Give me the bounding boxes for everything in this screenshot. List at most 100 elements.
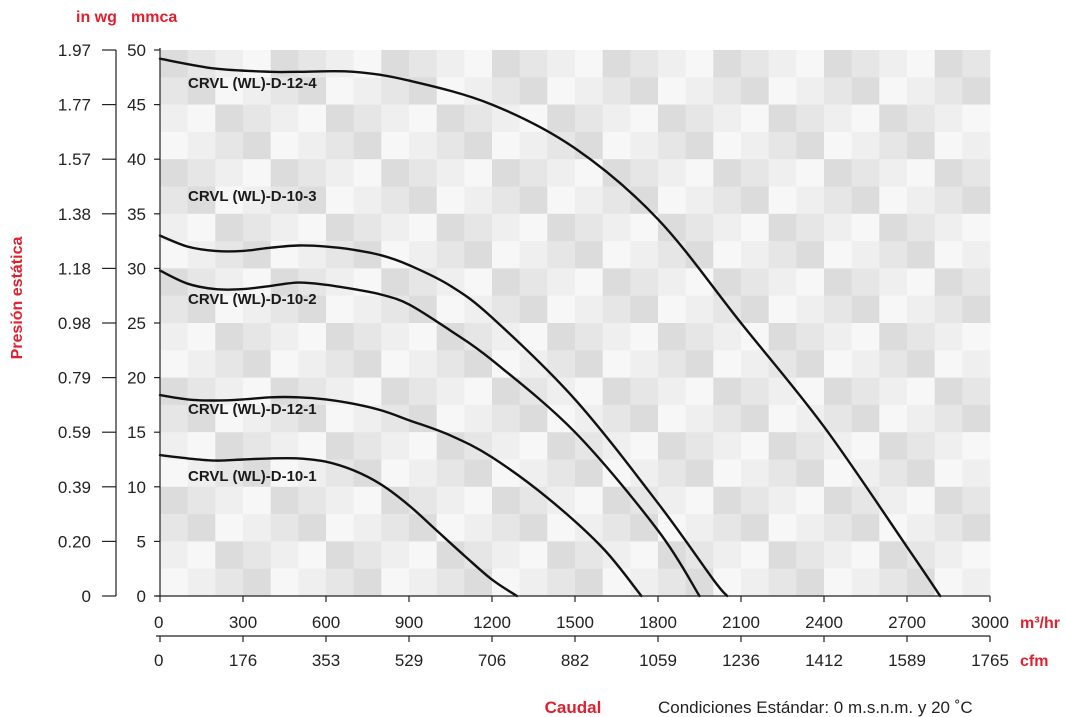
grid-cell (602, 50, 631, 78)
grid-cell (851, 77, 880, 105)
grid-cell (326, 295, 354, 324)
y-tick-label-mmca: 20 (127, 369, 146, 388)
grid-cell (658, 213, 686, 242)
grid-cell (298, 432, 327, 460)
y-tick-label-inwg: 1.77 (58, 96, 91, 115)
grid-cell (685, 159, 714, 187)
grid-cell (824, 77, 852, 105)
grid-cell (602, 77, 631, 105)
grid-cell (879, 568, 908, 597)
grid-cell (409, 568, 437, 597)
grid-cell (713, 459, 742, 488)
grid-cell (160, 377, 188, 406)
grid-cell (934, 323, 963, 351)
grid-cell (409, 432, 437, 460)
grid-cell (685, 404, 714, 433)
grid-cell (215, 514, 244, 542)
grid-cell (353, 432, 382, 460)
grid-cell (713, 131, 742, 160)
grid-cell (492, 213, 520, 242)
grid-cell (492, 541, 520, 569)
grid-cell (658, 377, 686, 406)
grid-cell (326, 459, 354, 488)
grid-cell (630, 404, 659, 433)
y-tick-label-inwg: 1.38 (58, 205, 91, 224)
grid-cell (879, 323, 908, 351)
grid-cell (796, 459, 825, 488)
grid-cell (630, 350, 659, 378)
grid-cell (326, 241, 354, 269)
x-tick-label-m3hr: 1200 (473, 613, 511, 632)
grid-cell (187, 131, 216, 160)
grid-cell (934, 131, 963, 160)
grid-cell (215, 486, 244, 515)
grid-cell (796, 432, 825, 460)
grid-cell (630, 186, 659, 215)
series-line-2 (158, 234, 729, 598)
grid-cell (602, 459, 631, 488)
grid-cell (243, 268, 271, 296)
grid-cell (685, 486, 714, 515)
grid-cell (962, 213, 991, 242)
grid-cell (796, 213, 825, 242)
grid-cell (796, 268, 825, 296)
grid-cell (187, 404, 216, 433)
grid-cell (879, 241, 908, 269)
y-tick-label-inwg: 0.39 (58, 478, 91, 497)
grid-cell (187, 295, 216, 324)
grid-cell (575, 77, 603, 105)
grid-cell (187, 350, 216, 378)
grid-cell (492, 377, 520, 406)
grid-cell (713, 486, 742, 515)
grid-cell (243, 404, 271, 433)
grid-cell (962, 131, 991, 160)
grid-cell (602, 568, 631, 597)
grid-cell (685, 77, 714, 105)
grid-cell (824, 514, 852, 542)
grid-cell (270, 104, 299, 133)
grid-cell (768, 241, 797, 269)
grid-cell (547, 213, 576, 242)
grid-cell (160, 295, 188, 324)
grid-cell (907, 213, 935, 242)
grid-cell (298, 295, 327, 324)
grid-cell (464, 213, 493, 242)
grid-cell (713, 377, 742, 406)
grid-cell (962, 186, 991, 215)
grid-cell (575, 268, 603, 296)
grid-cell (575, 377, 603, 406)
grid-cell (879, 404, 908, 433)
grid-cell (215, 350, 244, 378)
grid-cell (547, 159, 576, 187)
grid-cell (243, 186, 271, 215)
grid-cell (353, 77, 382, 105)
grid-cell (768, 268, 797, 296)
y-tick-label-mmca: 45 (127, 96, 146, 115)
grid-cell (907, 131, 935, 160)
y-tick-label-mmca: 25 (127, 314, 146, 333)
grid-cell (464, 486, 493, 515)
grid-cell (630, 377, 659, 406)
grid-cell (492, 295, 520, 324)
grid-cell (270, 486, 299, 515)
grid-cell (741, 50, 769, 78)
grid-cell (270, 77, 299, 105)
grid-cell (851, 323, 880, 351)
grid-cell (685, 323, 714, 351)
grid-cell (741, 241, 769, 269)
x-tick-label-m3hr: 3000 (971, 613, 1009, 632)
grid-cell (547, 568, 576, 597)
grid-cell (934, 186, 963, 215)
grid-cell (685, 514, 714, 542)
axes (102, 48, 991, 642)
grid-cell (575, 323, 603, 351)
grid-cell (409, 459, 437, 488)
grid-cell (962, 432, 991, 460)
grid-cell (326, 541, 354, 569)
grid-cell (215, 104, 244, 133)
grid-cell (907, 432, 935, 460)
grid-cell (381, 568, 410, 597)
grid-cell (409, 104, 437, 133)
grid-cell (326, 213, 354, 242)
